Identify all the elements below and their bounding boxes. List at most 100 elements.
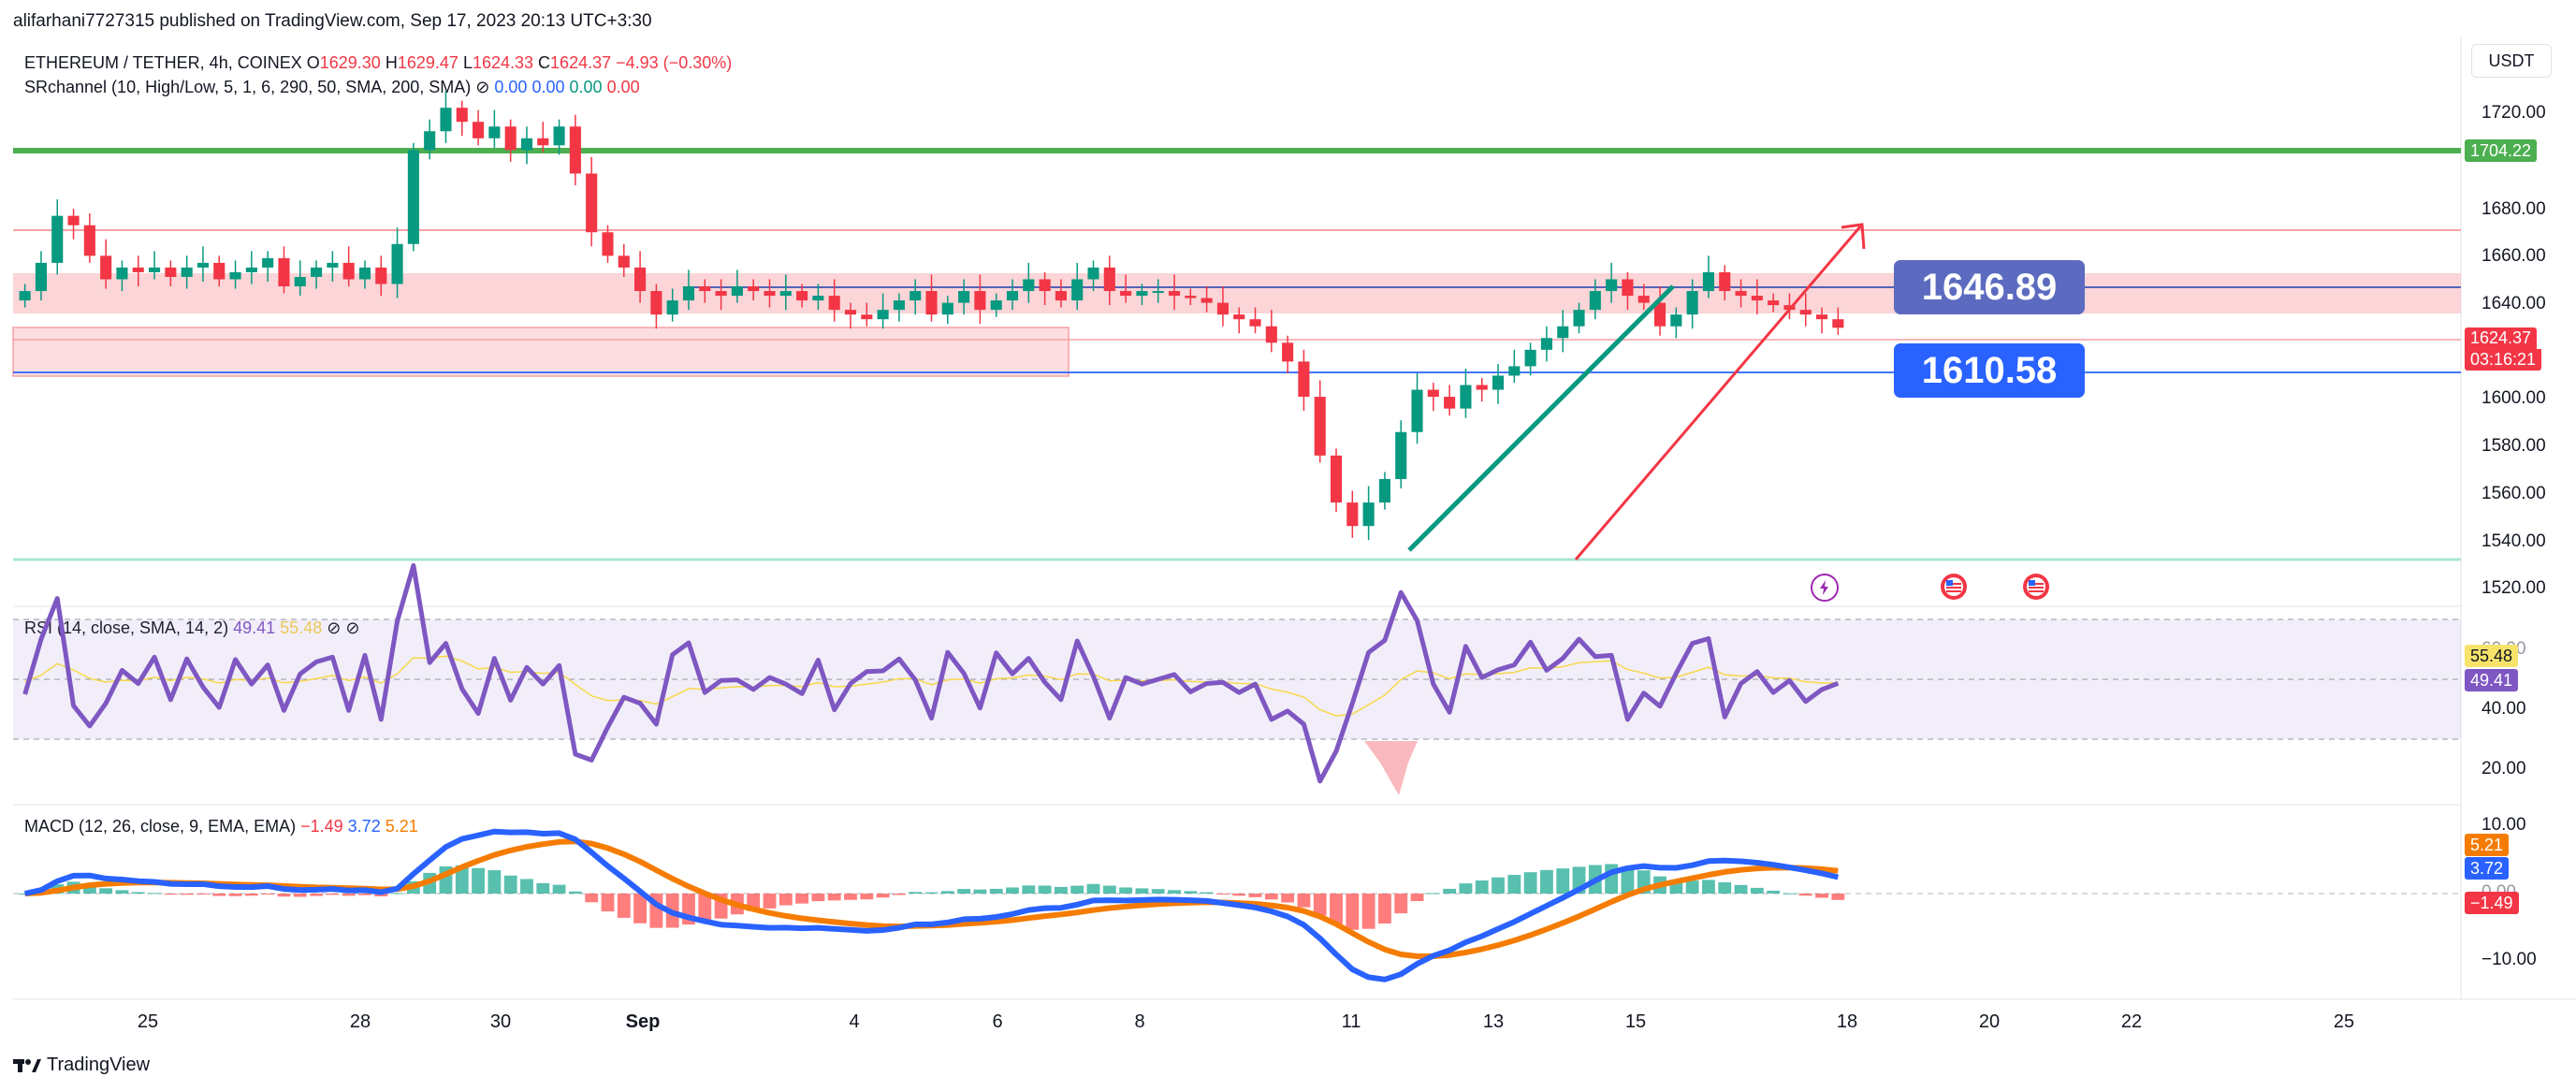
candle-body[interactable] xyxy=(1136,291,1148,297)
upper-level-badge[interactable]: 1646.89 xyxy=(1894,260,2085,314)
candle-body[interactable] xyxy=(1103,267,1115,292)
candle-body[interactable] xyxy=(1815,314,1828,320)
candle-body[interactable] xyxy=(440,108,452,132)
last-price-badge[interactable]: 1624.37 xyxy=(2465,327,2538,349)
candle-body[interactable] xyxy=(1330,455,1343,503)
candle-body[interactable] xyxy=(311,267,323,277)
candle-body[interactable] xyxy=(699,286,711,292)
currency-button[interactable]: USDT xyxy=(2471,44,2552,78)
candle-body[interactable] xyxy=(294,276,306,287)
candle-body[interactable] xyxy=(958,291,970,303)
candle-body[interactable] xyxy=(1622,279,1634,297)
candle-body[interactable] xyxy=(342,262,355,280)
candle-body[interactable] xyxy=(278,257,290,287)
candle-body[interactable] xyxy=(812,296,824,301)
candle-body[interactable] xyxy=(974,291,986,311)
candle-body[interactable] xyxy=(634,267,647,292)
candle-body[interactable] xyxy=(1702,271,1714,292)
symbol-legend[interactable]: ETHEREUM / TETHER, 4h, COINEX O1629.30 H… xyxy=(24,51,732,75)
candle-body[interactable] xyxy=(1411,389,1423,432)
candle-body[interactable] xyxy=(553,126,565,146)
candle-body[interactable] xyxy=(1006,291,1019,301)
candlestick-series[interactable] xyxy=(19,91,1844,541)
candle-body[interactable] xyxy=(877,310,889,320)
candle-body[interactable] xyxy=(1653,302,1666,327)
candle-body[interactable] xyxy=(520,138,533,151)
rsi-legend[interactable]: RSI (14, close, SMA, 14, 2) 49.41 55.48 … xyxy=(24,618,359,638)
candle-body[interactable] xyxy=(1573,310,1585,327)
candle-body[interactable] xyxy=(391,243,403,284)
candle-body[interactable] xyxy=(1298,361,1310,398)
candle-body[interactable] xyxy=(1524,349,1536,367)
candle-body[interactable] xyxy=(213,262,226,280)
candle-body[interactable] xyxy=(764,291,776,297)
candle-body[interactable] xyxy=(1265,326,1277,343)
candle-body[interactable] xyxy=(504,126,517,151)
candle-body[interactable] xyxy=(1314,397,1326,456)
candle-body[interactable] xyxy=(731,286,743,297)
candle-body[interactable] xyxy=(1201,298,1213,303)
candle-body[interactable] xyxy=(488,126,501,138)
candle-body[interactable] xyxy=(1071,279,1084,301)
candle-body[interactable] xyxy=(1751,296,1763,301)
candle-body[interactable] xyxy=(537,138,549,146)
us-flag-event-icon[interactable] xyxy=(1941,574,1967,600)
candle-body[interactable] xyxy=(1282,342,1294,362)
macd-line[interactable] xyxy=(24,828,1840,982)
candle-body[interactable] xyxy=(1540,338,1552,350)
lightning-event-icon[interactable] xyxy=(1811,574,1839,602)
candle-body[interactable] xyxy=(828,296,840,311)
lower-level-badge[interactable]: 1610.58 xyxy=(1894,343,2085,398)
candle-body[interactable] xyxy=(132,267,144,272)
candle-body[interactable] xyxy=(1637,296,1650,303)
srchannel-legend[interactable]: SRchannel (10, High/Low, 5, 1, 6, 290, 5… xyxy=(24,75,732,99)
candle-body[interactable] xyxy=(893,300,905,311)
candle-body[interactable] xyxy=(1168,291,1181,297)
candle-body[interactable] xyxy=(1039,279,1051,292)
candle-body[interactable] xyxy=(51,215,64,263)
candle-body[interactable] xyxy=(861,314,873,320)
candle-body[interactable] xyxy=(666,300,678,315)
candle-body[interactable] xyxy=(456,108,468,123)
candle-body[interactable] xyxy=(910,291,922,301)
candle-body[interactable] xyxy=(1686,291,1698,315)
candle-body[interactable] xyxy=(1460,385,1472,409)
candle-body[interactable] xyxy=(1249,319,1261,327)
candle-body[interactable] xyxy=(1444,397,1456,409)
candle-body[interactable] xyxy=(1185,296,1197,298)
candle-body[interactable] xyxy=(1606,279,1618,292)
rsi-ma-line[interactable] xyxy=(24,655,1839,717)
candle-body[interactable] xyxy=(1427,389,1439,398)
candle-body[interactable] xyxy=(35,262,48,292)
candle-body[interactable] xyxy=(1735,291,1747,297)
candle-body[interactable] xyxy=(1557,326,1569,339)
candle-body[interactable] xyxy=(1395,431,1407,479)
candle-body[interactable] xyxy=(715,291,727,297)
trend-line[interactable] xyxy=(1407,284,1675,552)
candle-body[interactable] xyxy=(569,126,581,174)
candle-body[interactable] xyxy=(1378,478,1390,503)
candle-body[interactable] xyxy=(650,291,662,315)
candle-body[interactable] xyxy=(1589,291,1601,311)
candle-body[interactable] xyxy=(262,257,274,268)
macd-legend[interactable]: MACD (12, 26, close, 9, EMA, EMA) −1.49 … xyxy=(24,817,418,836)
visibility-icon[interactable]: ⊘ xyxy=(327,618,342,637)
resistance-badge[interactable]: 1704.22 xyxy=(2465,139,2538,162)
candle-body[interactable] xyxy=(1492,375,1505,390)
candle-body[interactable] xyxy=(181,267,193,277)
candle-body[interactable] xyxy=(1152,291,1164,294)
candle-body[interactable] xyxy=(327,262,339,268)
candle-body[interactable] xyxy=(682,286,695,301)
candle-body[interactable] xyxy=(602,232,614,256)
candle-body[interactable] xyxy=(1719,271,1731,292)
candle-body[interactable] xyxy=(1799,310,1812,315)
candle-body[interactable] xyxy=(67,215,80,225)
candle-body[interactable] xyxy=(586,173,598,233)
candle-body[interactable] xyxy=(844,310,857,315)
candle-body[interactable] xyxy=(473,122,485,138)
candle-body[interactable] xyxy=(100,255,112,280)
candle-body[interactable] xyxy=(375,267,387,284)
candle-body[interactable] xyxy=(245,267,257,272)
candle-body[interactable] xyxy=(1087,267,1099,280)
